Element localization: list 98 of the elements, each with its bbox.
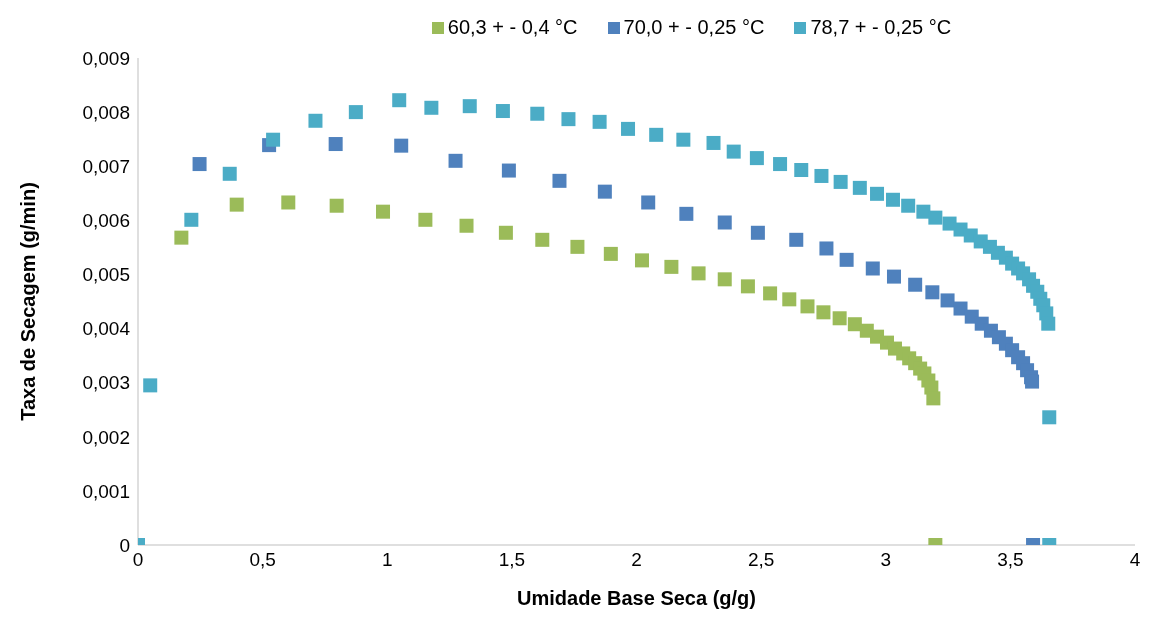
point	[773, 157, 788, 172]
point	[763, 286, 778, 301]
point	[424, 100, 439, 115]
legend-label: 78,7 + - 0,25 °C	[809, 16, 952, 39]
point	[916, 204, 931, 219]
point	[833, 174, 848, 189]
point	[832, 311, 847, 326]
x-tick-label: 1,5	[498, 549, 526, 571]
point	[530, 106, 545, 121]
point	[501, 163, 516, 178]
point	[392, 93, 407, 108]
point	[925, 285, 940, 300]
point	[634, 253, 649, 268]
point	[691, 266, 706, 281]
point	[192, 157, 207, 172]
point	[926, 391, 941, 406]
point	[641, 195, 656, 210]
point	[706, 135, 721, 150]
point	[789, 232, 804, 247]
point	[281, 195, 296, 210]
point	[552, 173, 567, 188]
point	[462, 99, 477, 114]
x-tick-label: 0,5	[249, 549, 276, 571]
point	[592, 114, 607, 129]
point	[418, 212, 433, 227]
point	[885, 192, 900, 207]
point	[376, 204, 391, 219]
point	[865, 261, 880, 276]
y-tick-label: 0,003	[82, 372, 130, 394]
point	[908, 277, 923, 292]
point	[229, 197, 244, 212]
point	[266, 132, 281, 147]
x-tick-label: 2	[631, 549, 642, 571]
point	[782, 292, 797, 307]
y-tick-label: 0,001	[82, 480, 130, 502]
point	[174, 230, 189, 245]
point	[839, 252, 854, 267]
point	[328, 137, 343, 152]
legend-label: 70,0 + - 0,25 °C	[622, 16, 765, 39]
point	[800, 299, 815, 314]
point	[561, 112, 576, 127]
point	[394, 138, 409, 153]
point	[852, 180, 867, 195]
point	[498, 225, 513, 240]
point	[717, 272, 732, 287]
point	[1042, 410, 1057, 425]
point	[726, 144, 741, 159]
point	[870, 186, 885, 201]
point	[603, 246, 618, 261]
point	[679, 206, 694, 221]
x-axis-title: Umidade Base Seca (g/g)	[517, 587, 756, 609]
x-tick-label: 1	[381, 549, 393, 571]
y-tick-label: 0,004	[82, 318, 131, 340]
y-tick-label: 0,006	[82, 210, 130, 232]
point	[928, 210, 943, 225]
point	[901, 198, 916, 213]
point	[535, 232, 550, 247]
point	[816, 305, 831, 320]
point	[222, 166, 237, 181]
point	[750, 225, 765, 240]
x-tick-label: 3	[880, 549, 892, 571]
point	[814, 168, 829, 183]
y-tick-label: 0	[119, 534, 130, 556]
point	[676, 132, 691, 147]
point	[448, 153, 463, 168]
point	[570, 239, 585, 254]
point	[847, 317, 862, 332]
point	[940, 293, 955, 308]
y-axis-title: Taxa de Secagem (g/min)	[17, 182, 40, 421]
point	[886, 269, 901, 284]
point	[597, 184, 612, 199]
point	[495, 104, 510, 119]
x-tick-label: 2,5	[747, 549, 775, 571]
y-tick-label: 0,005	[82, 264, 130, 286]
point	[717, 215, 732, 230]
point	[184, 212, 199, 227]
point	[1041, 316, 1056, 331]
point	[819, 241, 834, 256]
point	[794, 163, 809, 178]
point	[664, 259, 679, 274]
point	[308, 113, 323, 128]
point	[621, 121, 636, 136]
legend-label: 60,3 + - 0,4 °C	[446, 16, 578, 39]
point	[953, 301, 968, 316]
x-tick-label: 3,5	[997, 549, 1024, 571]
point	[329, 198, 344, 213]
y-tick-label: 0,009	[82, 47, 130, 69]
x-tick-label: 4	[1129, 549, 1141, 571]
y-tick-label: 0,007	[82, 155, 130, 177]
point	[1025, 374, 1040, 389]
point	[143, 378, 158, 393]
y-tick-label: 0,002	[82, 426, 130, 448]
point	[348, 105, 363, 120]
point	[740, 279, 755, 294]
point	[749, 151, 764, 166]
y-tick-label: 0,008	[82, 101, 130, 123]
point	[649, 127, 664, 142]
point	[459, 218, 474, 233]
